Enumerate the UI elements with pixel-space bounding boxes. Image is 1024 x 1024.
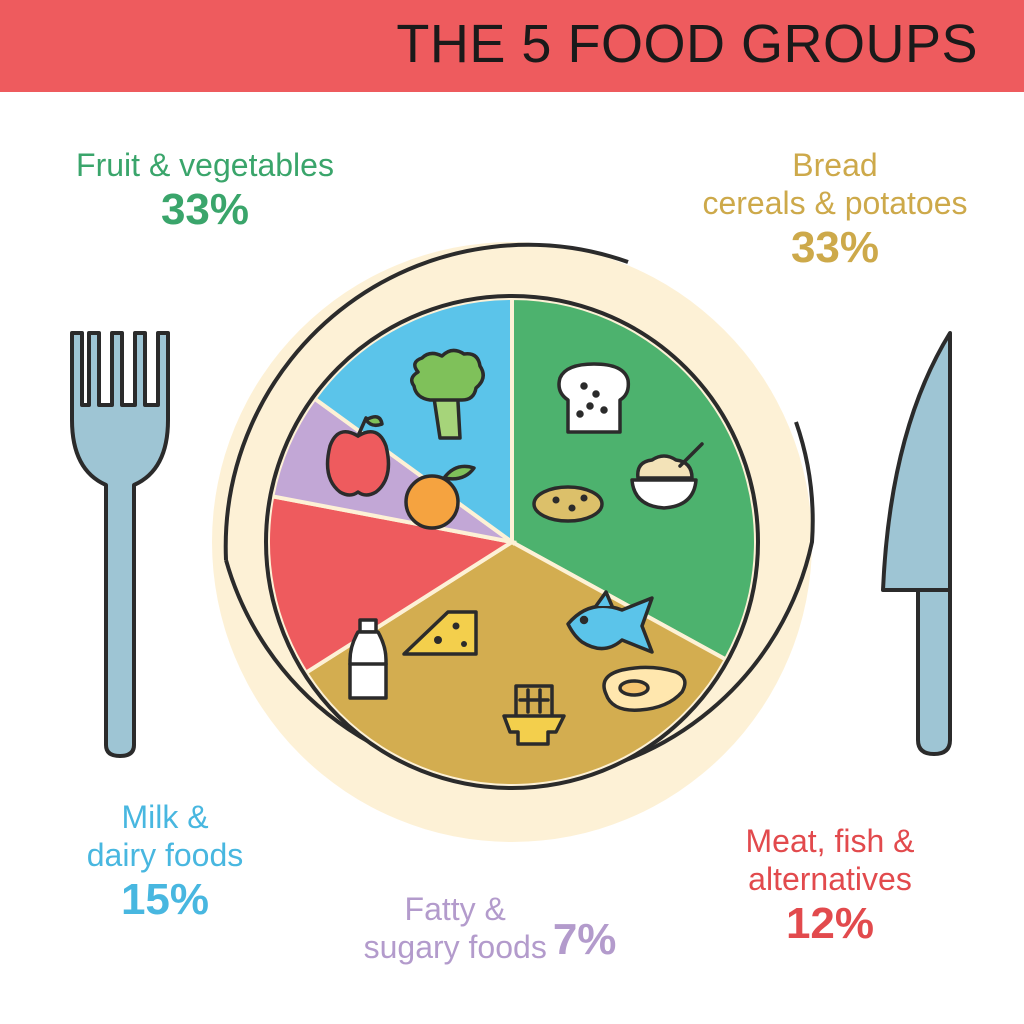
cereal-bowl-icon [630,442,704,510]
milk-dairy-name-line1: Milk & [121,799,209,835]
pie-outline [264,294,760,790]
pie-slice-bread-cereals-potatoes [303,539,729,788]
fruit-vegetables-name: Fruit & vegetables [76,147,334,183]
fish-icon [566,590,654,654]
milk-dairy-name-line2: dairy foods [86,837,244,873]
meat-fish-label: Meat, fish & alternatives 12% [720,822,940,950]
milk-bottle-icon [348,618,388,700]
bread-cereals-name-line2: cereals & potatoes [702,185,968,221]
fatty-sugary-label: Fatty & sugary foods 7% [330,890,650,966]
pie-slice-meat-fish-alternatives [266,493,518,676]
knife-icon [881,331,952,756]
bread-cereals-name-line1: Bread [792,147,878,183]
bread-cereals-label: Bread cereals & potatoes 33% [670,146,1000,274]
page-title: THE 5 FOOD GROUPS [396,14,978,74]
potato-icon [532,485,604,523]
steak-icon [602,665,687,712]
fatty-sugary-name-line2: sugary foods [363,929,547,965]
milk-dairy-label: Milk & dairy foods 15% [80,798,250,926]
fatty-sugary-name-line1: Fatty & [404,891,506,927]
meat-fish-percent: 12% [785,899,875,948]
meat-fish-name-line2: alternatives [748,861,912,897]
broccoli-icon [410,348,485,440]
plate-rim-arc-left [223,242,629,561]
fruit-vegetables-percent: 33% [160,185,250,234]
title-banner: THE 5 FOOD GROUPS [0,0,1024,92]
bread-icon [557,362,631,434]
cheese-icon [402,610,478,656]
orange-icon [404,464,476,530]
fatty-sugary-percent: 7% [552,915,617,964]
fruit-vegetables-label: Fruit & vegetables 33% [50,146,360,236]
chocolate-icon [502,684,566,746]
meat-fish-name-line1: Meat, fish & [745,823,915,859]
milk-dairy-percent: 15% [120,875,210,924]
apple-icon [325,415,391,497]
bread-cereals-percent: 33% [790,223,880,272]
fork-icon [70,331,170,758]
pie-chart [266,295,758,788]
